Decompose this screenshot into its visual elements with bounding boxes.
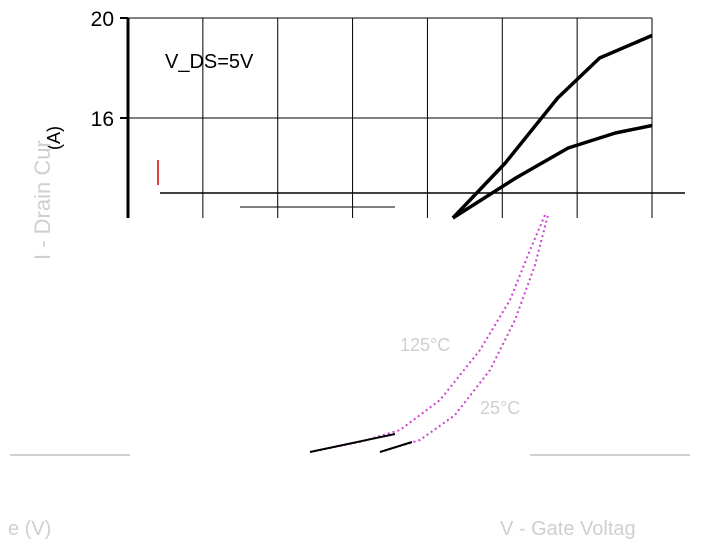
y-axis-label: (A) xyxy=(44,126,64,150)
glitch-dark-segment-1 xyxy=(309,433,396,453)
series-group xyxy=(451,33,653,220)
annotation-vds: V_DS=5V xyxy=(165,51,254,73)
glitch-curve-25c xyxy=(379,214,549,453)
y-tick-label: 20 xyxy=(91,8,114,31)
glitch-dark-segment-2 xyxy=(379,441,413,453)
temp-label-125: 125°C xyxy=(400,335,451,355)
x-axis-label-partial: V - Gate Voltag xyxy=(500,518,636,540)
series-line-2 xyxy=(451,123,653,220)
glitch-curves xyxy=(309,214,549,453)
x-axis-unit-partial: e (V) xyxy=(8,518,52,540)
annotation-text: V_DS=5V xyxy=(165,51,254,73)
y-tick-label: 16 xyxy=(91,108,114,131)
series-line-1 xyxy=(451,33,653,220)
drain-current-label: I - Drain Cur xyxy=(30,140,55,260)
temp-label-25: 25°C xyxy=(480,398,521,418)
